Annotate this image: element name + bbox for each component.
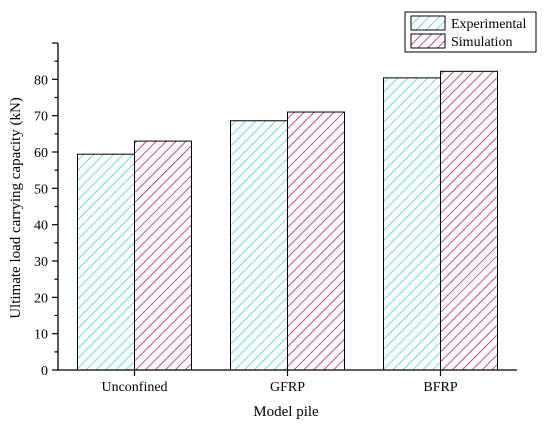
x-axis-label: Model pile	[253, 404, 319, 420]
legend-label-simulation: Simulation	[451, 35, 512, 50]
y-tick-label: 30	[34, 255, 48, 270]
bars-layer	[77, 70, 498, 371]
y-tick-label: 20	[34, 291, 48, 306]
x-tick-label: Unconfined	[101, 380, 167, 395]
y-tick-label: 0	[41, 364, 48, 379]
legend-label-experimental: Experimental	[451, 17, 527, 32]
bar-experimental-gfrp	[230, 120, 288, 371]
y-tick-label: 10	[34, 328, 48, 343]
bar-simulation-unconfined	[134, 140, 192, 371]
legend-swatch-simulation	[410, 33, 446, 49]
x-tick-label: BFRP	[423, 380, 457, 395]
bar-experimental-bfrp	[383, 77, 441, 371]
y-tick-label: 40	[34, 219, 48, 234]
x-tick-label: GFRP	[270, 380, 305, 395]
y-tick-label: 80	[34, 73, 48, 88]
y-tick-label: 70	[34, 110, 48, 125]
bar-experimental-unconfined	[77, 153, 135, 371]
legend: Experimental Simulation	[404, 11, 537, 53]
bar-simulation-gfrp	[287, 111, 345, 371]
legend-swatch-experimental	[410, 15, 446, 31]
axes-layer: 0 10 20 30 40 50 60 70 80 Unconfined GFRP BFRP	[34, 42, 517, 395]
y-tick-label: 50	[34, 182, 48, 197]
y-axis-label: Ultimate load carrying capacity (kN)	[8, 97, 24, 319]
y-tick-label: 60	[34, 146, 48, 161]
bar-simulation-bfrp	[440, 70, 498, 371]
